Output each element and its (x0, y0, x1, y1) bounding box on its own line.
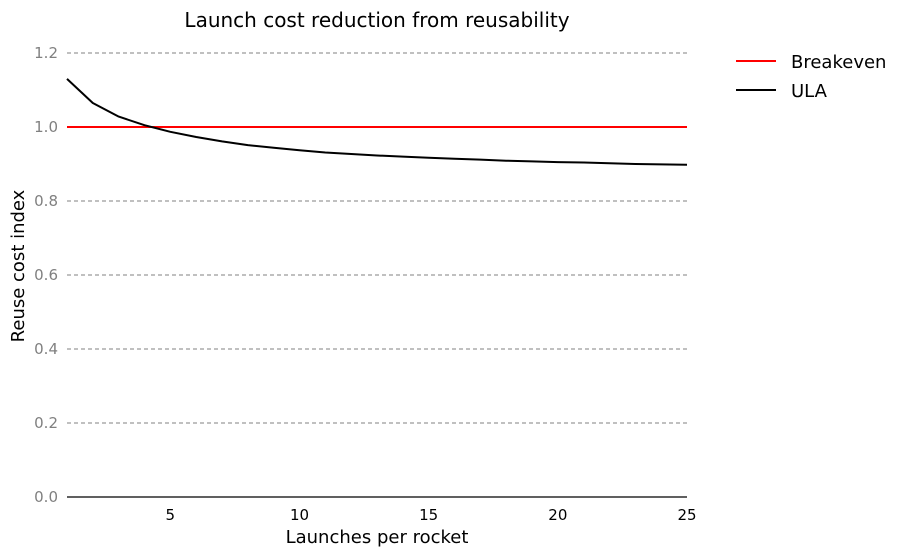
x-tick-label: 5 (166, 506, 176, 524)
y-tick-label: 0.4 (34, 340, 58, 358)
legend-label-breakeven: Breakeven (791, 52, 886, 73)
legend: Breakeven ULA (736, 52, 886, 102)
chart-title: Launch cost reduction from reusability (184, 8, 569, 32)
gridlines (67, 52, 687, 424)
x-tick-label: 20 (548, 506, 567, 524)
legend-label-ula: ULA (791, 81, 828, 102)
y-tick-label: 0.6 (34, 266, 58, 284)
y-tick-label: 1.0 (34, 118, 58, 136)
series-lines (66, 78, 688, 166)
y-tick-label: 0.8 (34, 192, 58, 210)
x-axis-label: Launches per rocket (286, 527, 469, 548)
x-tick-label: 15 (419, 506, 438, 524)
x-tick-label: 25 (677, 506, 696, 524)
y-tick-label: 1.2 (34, 44, 58, 62)
y-tick-labels: 0.0 0.2 0.4 0.6 0.8 1.0 1.2 (34, 44, 58, 506)
series-line-ula (66, 78, 688, 166)
y-tick-label: 0.2 (34, 414, 58, 432)
y-tick-label: 0.0 (34, 488, 58, 506)
y-axis-label: Reuse cost index (8, 189, 29, 342)
x-tick-labels: 5 10 15 20 25 (166, 506, 697, 524)
x-tick-label: 10 (290, 506, 309, 524)
